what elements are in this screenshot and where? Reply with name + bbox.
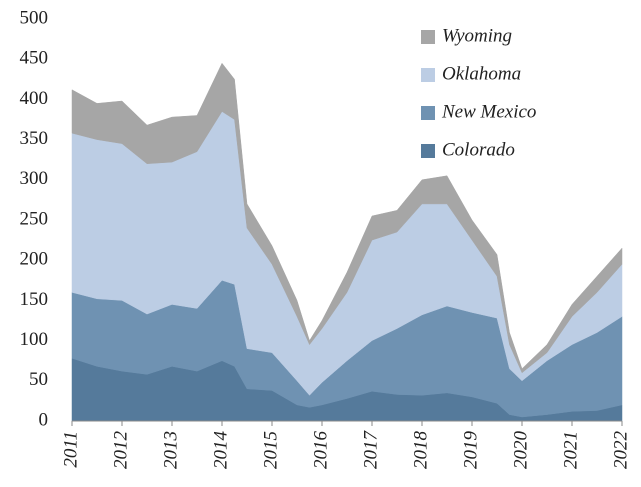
legend-label: Oklahoma <box>442 63 521 84</box>
y-tick-label: 400 <box>20 88 49 109</box>
y-tick-label: 150 <box>20 289 49 310</box>
legend-swatch <box>421 68 435 82</box>
x-tick-label: 2014 <box>210 431 231 470</box>
x-tick-label: 2022 <box>610 431 631 470</box>
y-tick-label: 500 <box>20 7 49 28</box>
y-tick-label: 50 <box>29 369 48 390</box>
y-tick-label: 200 <box>20 249 49 270</box>
y-tick-label: 100 <box>20 329 49 350</box>
x-tick-label: 2021 <box>560 431 581 469</box>
x-tick-label: 2019 <box>460 431 481 470</box>
x-tick-label: 2012 <box>110 431 131 470</box>
legend-swatch <box>421 144 435 158</box>
legend-swatch <box>421 30 435 44</box>
y-tick-label: 300 <box>20 168 49 189</box>
legend-label: Wyoming <box>442 25 512 46</box>
y-tick-label: 0 <box>39 409 49 430</box>
x-tick-label: 2013 <box>160 431 181 469</box>
y-tick-label: 450 <box>20 48 49 69</box>
x-tick-label: 2017 <box>360 430 381 470</box>
y-tick-label: 350 <box>20 128 49 149</box>
x-tick-label: 2018 <box>410 431 431 470</box>
x-tick-label: 2011 <box>60 431 81 468</box>
x-tick-label: 2015 <box>260 431 281 469</box>
legend-label: New Mexico <box>441 101 536 122</box>
legend-swatch <box>421 106 435 120</box>
legend-label: Colorado <box>442 139 515 160</box>
y-tick-label: 250 <box>20 208 49 229</box>
x-tick-label: 2016 <box>310 431 331 470</box>
area <box>71 62 623 374</box>
x-tick-label: 2020 <box>510 431 531 470</box>
